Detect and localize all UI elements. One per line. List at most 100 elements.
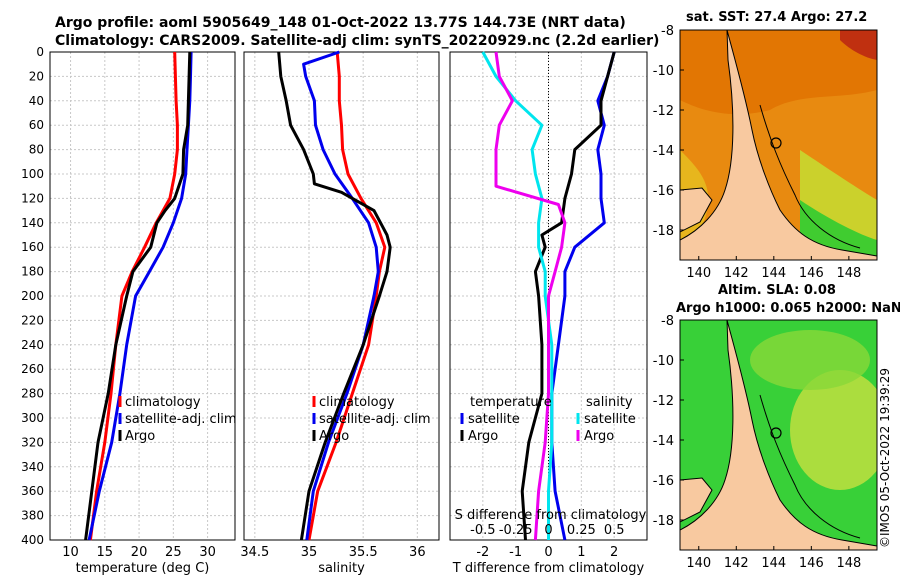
legend-label: satellite [468, 412, 520, 427]
map-y-tick-label: -18 [653, 224, 674, 239]
series-line-sal_satellite [481, 51, 554, 540]
series-line-climatology [307, 51, 387, 541]
x-tick-label: 35 [301, 545, 318, 560]
legend-label: Argo [319, 429, 349, 444]
y-tick-label: 160 [21, 240, 44, 254]
sst-argo-marker [770, 137, 782, 149]
y-tick-label: 120 [21, 191, 44, 205]
legend-label: satellite [584, 412, 636, 427]
y-tick-label: 80 [29, 143, 44, 157]
x-tick-label: 0 [544, 545, 552, 560]
map-x-tick-label: 146 [799, 266, 824, 281]
y-tick-label: 140 [21, 216, 44, 230]
y-tick-label: 20 [29, 69, 44, 83]
map-x-tick-label: 144 [761, 266, 786, 281]
sst-hot-spot [840, 30, 877, 60]
temperature-panel: 10 15 20 25 30020406080100120140160180200220… [21, 45, 237, 576]
sst-map-title: sat. SST: 27.4 Argo: 27.2 [686, 10, 868, 25]
sla-reef-contour [759, 394, 861, 539]
y-tick-label: 380 [21, 509, 44, 523]
sla-argo-marker [770, 427, 782, 439]
x-tick-label: 10 [62, 545, 79, 560]
x-tick-label: -1 [509, 545, 522, 560]
map-x-tick-label: 142 [724, 266, 749, 281]
figure-title-line2: Climatology: CARS2009. Satellite-adj cli… [55, 33, 660, 49]
map-y-tick-label: -18 [653, 514, 674, 529]
x-axis-label: temperature (deg C) [76, 561, 210, 576]
series-line-argo [277, 51, 392, 541]
map-x-tick-label: 144 [761, 556, 786, 571]
sla-land-australia [680, 320, 877, 550]
y-tick-label: 400 [21, 533, 44, 547]
y-tick-label: 0 [36, 45, 44, 59]
map-y-tick-label: -8 [661, 314, 674, 329]
y-tick-label: 220 [21, 313, 44, 327]
map-y-tick-label: -16 [653, 184, 674, 199]
map-x-tick-label: 142 [724, 556, 749, 571]
salinity-panel: 34.5 35 35.5 36 salinity climatology satellite… [240, 50, 440, 576]
legend-label: salinity [586, 395, 633, 410]
map-x-tick-label: 146 [799, 556, 824, 571]
y-tick-label: 40 [29, 94, 44, 108]
legend-label: Argo [125, 429, 155, 444]
series-line-sal_argo [494, 51, 567, 541]
y-tick-label: 200 [21, 289, 44, 303]
difference-panel: -2 -1 0 1 2T difference from climatology temp… [449, 51, 648, 576]
map-y-tick-label: -12 [653, 104, 674, 119]
s-tick-label: 0.25 [567, 523, 596, 538]
figure-title-line1: Argo profile: aoml 5905649_148 01-Oct-20… [55, 15, 626, 31]
map-x-tick-label: 140 [686, 556, 711, 571]
y-tick-label: 100 [21, 167, 44, 181]
sla-high-zone [790, 370, 877, 490]
x-tick-label: 35.5 [349, 545, 378, 560]
x-tick-label: 15 [97, 545, 114, 560]
map-y-tick-label: -14 [653, 144, 674, 159]
sla-map-axes: 140 142 144 146 148 -8 -10 -12 -14 -16 -18 [653, 314, 862, 571]
series-line-climatology [88, 51, 179, 541]
sst-map-frame [679, 29, 878, 261]
plot-frame [49, 51, 236, 541]
legend-label: Argo [584, 429, 614, 444]
x-tick-label: 34.5 [240, 545, 269, 560]
sst-map-axes: 140 142 144 146 148 -8 -10 -12 -14 -16 -18 [653, 24, 862, 281]
s-tick-label: 0 [544, 523, 552, 538]
x-tick-label: 25 [165, 545, 182, 560]
map-x-tick-label: 148 [836, 266, 861, 281]
s-axis-label: S difference from climatology [455, 508, 647, 523]
legend-label: satellite-adj. clim [319, 412, 431, 427]
s-tick-label: 0.5 [604, 523, 625, 538]
legend-label: climatology [125, 395, 201, 410]
map-y-tick-label: -12 [653, 394, 674, 409]
series-line-argo [84, 51, 192, 541]
y-tick-label: 60 [29, 118, 44, 132]
y-tick-label: 280 [21, 387, 44, 401]
x-tick-label: -2 [476, 545, 489, 560]
sla-map-frame [679, 319, 878, 551]
legend-label: satellite-adj. clim [125, 412, 237, 427]
sst-land-australia [680, 30, 877, 260]
x-tick-label: 36 [409, 545, 426, 560]
legend-label: climatology [319, 395, 395, 410]
y-tick-label: 340 [21, 460, 44, 474]
sla-map-title-line2: Argo h1000: 0.065 h2000: NaN [676, 301, 900, 316]
y-tick-label: 180 [21, 265, 44, 279]
s-tick-label: -0.5 [470, 523, 495, 538]
y-tick-label: 300 [21, 411, 44, 425]
x-tick-label: 1 [577, 545, 585, 560]
map-y-tick-label: -16 [653, 474, 674, 489]
plot-frame [243, 51, 440, 541]
x-tick-label: 2 [610, 545, 618, 560]
map-y-tick-label: -8 [661, 24, 674, 39]
x-axis-label: salinity [318, 561, 365, 576]
map-x-tick-label: 148 [836, 556, 861, 571]
map-y-tick-label: -14 [653, 434, 674, 449]
sst-reef-contour [759, 104, 861, 249]
x-tick-label: 20 [131, 545, 148, 560]
series-line-argo [520, 51, 616, 541]
sst-map [680, 30, 877, 260]
x-tick-label: 30 [199, 545, 216, 560]
sla-mid-zone [750, 330, 870, 390]
x-axis-label: T difference from climatology [452, 561, 645, 576]
sla-map-title-line1: Altim. SLA: 0.08 [718, 283, 836, 298]
legend-label: temperature [470, 395, 552, 410]
